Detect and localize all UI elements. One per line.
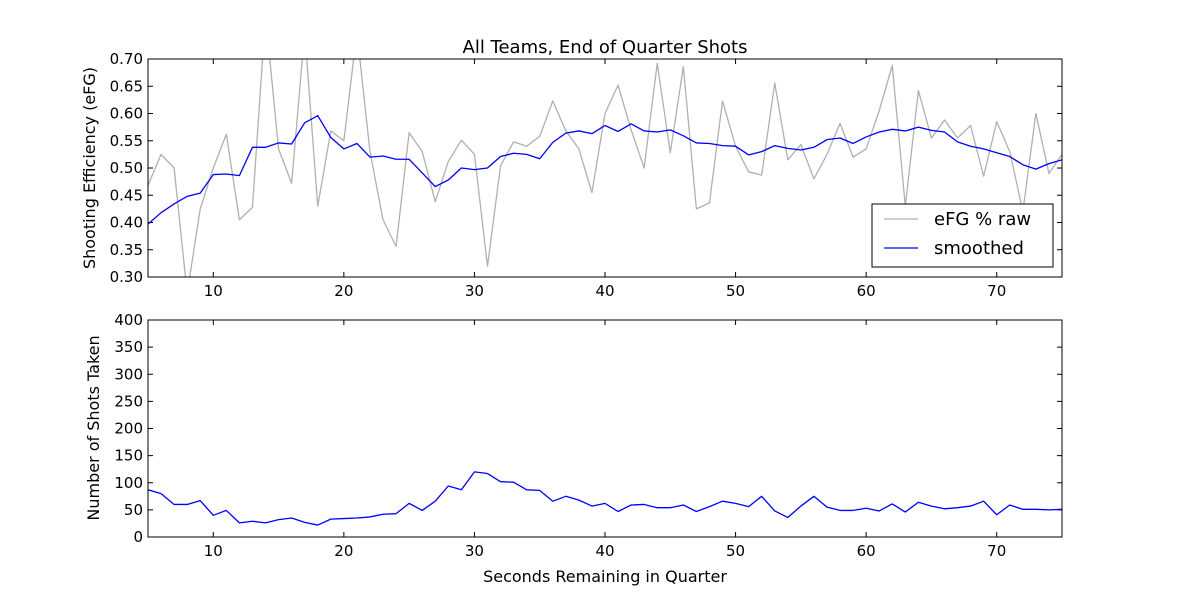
x-tick-label: 40 [595, 282, 614, 300]
series-line-shots [148, 471, 1062, 526]
y-tick-label: 150 [114, 447, 143, 465]
y-axis-label: Shooting Efficiency (eFG) [80, 67, 99, 269]
y-axis-label-bottom: Number of Shots Taken [84, 335, 103, 520]
x-tick-label: 60 [857, 542, 876, 560]
y-tick-label: 0.70 [110, 50, 143, 68]
series-group [148, 59, 1062, 277]
plot-frame-bottom [147, 319, 1063, 538]
y-tick-label: 50 [124, 501, 143, 519]
x-tick-label: 50 [726, 282, 745, 300]
y-tick-label: 0.50 [110, 159, 143, 177]
y-tick-label: 250 [114, 392, 143, 410]
y-tick-label: 100 [114, 474, 143, 492]
chart-title: All Teams, End of Quarter Shots [463, 37, 748, 58]
x-tick-label: 20 [334, 282, 353, 300]
x-tick-label: 30 [465, 282, 484, 300]
tick-group: 0.30 0.35 0.40 0.45 0.50 0.55 0.60 0.65 0.70 10 20… [110, 50, 1062, 300]
x-tick-label: 70 [987, 282, 1006, 300]
x-tick-label: 70 [987, 542, 1006, 560]
x-tick-label: 50 [726, 542, 745, 560]
y-tick-label: 0.65 [110, 77, 143, 95]
series-line-smoothed [148, 115, 1062, 225]
legend-box [871, 203, 1054, 268]
series-group [148, 471, 1062, 526]
legend-label-smoothed: smoothed [934, 238, 1024, 259]
tick-group: 0 50 100 150 200 250 300 350 400 10 20 30 40 50 60 70 [114, 311, 1062, 560]
y-tick-label: 0.60 [110, 105, 143, 123]
y-tick-label: 0.35 [110, 241, 143, 259]
y-tick-label: 200 [114, 420, 143, 438]
plot-frame [147, 58, 1063, 278]
legend: eFG % raw smoothed [871, 203, 1054, 268]
series-line-efg-raw [148, 59, 1062, 277]
x-axis-label: Seconds Remaining in Quarter [483, 567, 727, 586]
y-tick-label: 0.30 [110, 268, 143, 286]
y-tick-label: 0.55 [110, 132, 143, 150]
x-tick-label: 60 [857, 282, 876, 300]
x-tick-label: 20 [334, 542, 353, 560]
efficiency-chart: All Teams, End of Quarter Shots Shooting… [80, 37, 1063, 300]
legend-label-raw: eFG % raw [934, 209, 1031, 230]
x-tick-label: 40 [595, 542, 614, 560]
y-tick-label: 0 [133, 528, 143, 546]
x-tick-label: 10 [204, 282, 223, 300]
y-tick-label: 300 [114, 365, 143, 383]
y-tick-label: 0.45 [110, 186, 143, 204]
shot-count-chart: Number of Shots Taken Seconds Remaining … [84, 311, 1063, 586]
y-tick-label: 400 [114, 311, 143, 329]
x-tick-label: 30 [465, 542, 484, 560]
x-tick-label: 10 [204, 542, 223, 560]
y-tick-label: 350 [114, 338, 143, 356]
y-tick-label: 0.40 [110, 214, 143, 232]
